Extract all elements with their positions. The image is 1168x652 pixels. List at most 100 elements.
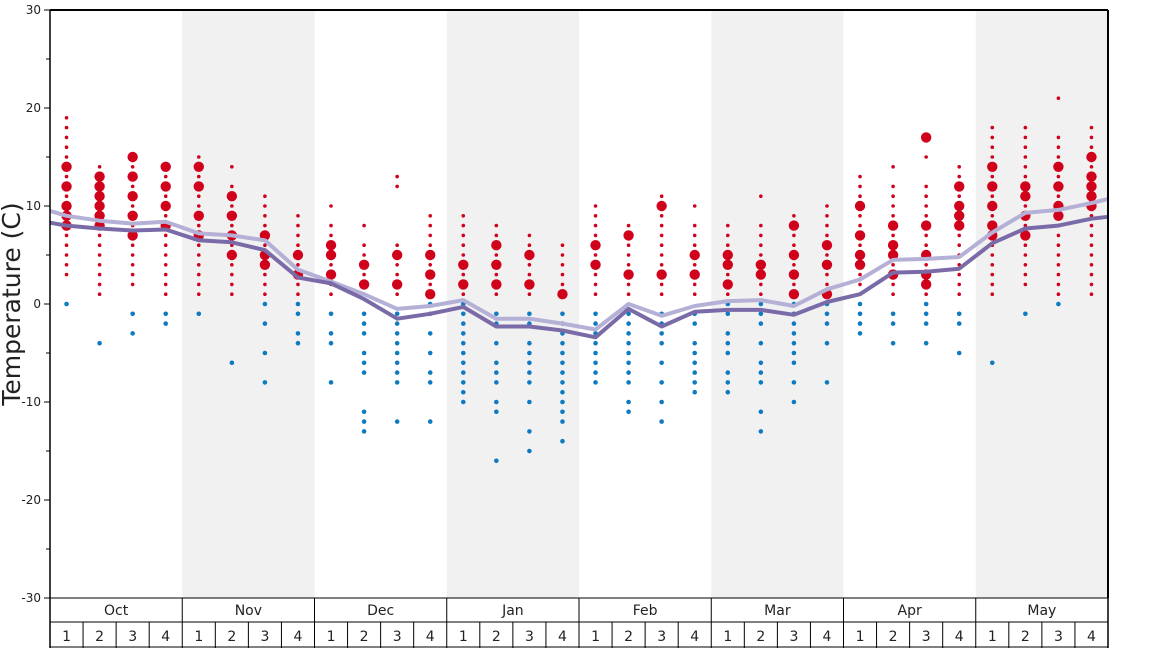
warm-point xyxy=(1053,161,1064,172)
warm-point xyxy=(858,214,862,218)
warm-point xyxy=(891,184,895,189)
cold-point xyxy=(460,399,466,405)
cold-point xyxy=(262,321,268,326)
warm-point xyxy=(1023,263,1028,267)
y-tick-label: 30 xyxy=(26,3,41,17)
week-label: 2 xyxy=(756,629,765,645)
warm-point xyxy=(395,263,399,267)
warm-point xyxy=(1056,263,1061,267)
warm-point xyxy=(193,210,204,221)
warm-point xyxy=(854,200,866,212)
warm-point xyxy=(196,204,201,208)
cold-point xyxy=(295,311,301,317)
cold-point xyxy=(394,419,400,424)
warm-point xyxy=(428,223,433,228)
cold-point xyxy=(692,360,698,366)
warm-point xyxy=(325,269,337,280)
warm-point xyxy=(196,263,201,267)
warm-point xyxy=(491,240,502,251)
cold-point xyxy=(560,340,565,346)
warm-point xyxy=(659,263,664,267)
warm-point xyxy=(494,292,499,297)
cold-point xyxy=(659,380,664,385)
warm-point xyxy=(725,243,730,247)
average-lines xyxy=(49,197,1109,340)
cold-point xyxy=(560,419,565,424)
warm-point xyxy=(1020,181,1031,192)
warm-point xyxy=(858,194,862,198)
warm-point xyxy=(64,194,69,198)
warm-point xyxy=(329,263,333,267)
warm-point xyxy=(458,259,469,270)
week-label: 2 xyxy=(492,629,501,645)
warm-point xyxy=(626,253,631,257)
warm-point xyxy=(593,204,598,208)
cold-point xyxy=(295,331,301,336)
warm-point xyxy=(524,249,535,261)
cold-point xyxy=(593,321,598,326)
warm-point xyxy=(722,279,733,290)
warm-point xyxy=(1056,96,1061,100)
cold-point xyxy=(659,340,664,346)
warm-point xyxy=(163,214,168,218)
warm-point xyxy=(957,272,962,277)
warm-point xyxy=(127,151,138,163)
warm-point xyxy=(163,282,168,287)
warm-point xyxy=(160,161,171,172)
cold-point xyxy=(460,370,466,375)
cold-point xyxy=(460,340,466,346)
week-label: 4 xyxy=(161,629,170,645)
week-label: 4 xyxy=(823,629,832,645)
warm-point xyxy=(163,243,168,247)
cold-point xyxy=(791,331,797,336)
cold-point xyxy=(626,311,631,317)
cold-point xyxy=(560,389,565,395)
warm-point xyxy=(887,249,899,261)
cold-point xyxy=(163,321,169,326)
cold-point xyxy=(361,350,367,356)
warm-point xyxy=(127,191,138,202)
warm-point xyxy=(692,282,697,287)
cold-point xyxy=(1056,301,1061,307)
warm-point xyxy=(130,204,135,208)
warm-point xyxy=(1023,174,1028,179)
cold-point xyxy=(956,350,962,356)
cold-point xyxy=(460,389,466,395)
cold-point xyxy=(791,380,797,385)
warm-point xyxy=(990,145,995,149)
warm-point xyxy=(64,174,69,179)
warm-point xyxy=(226,249,238,261)
cold-point xyxy=(758,340,764,346)
cold-point xyxy=(427,419,433,424)
warm-point xyxy=(329,292,333,297)
warm-point xyxy=(263,243,267,247)
warm-point xyxy=(196,243,201,247)
warm-point xyxy=(1056,194,1061,198)
warm-point xyxy=(296,243,300,247)
warm-point xyxy=(127,171,138,182)
warm-point xyxy=(656,200,667,212)
warm-point xyxy=(461,253,466,257)
warm-point xyxy=(160,181,171,192)
warm-point xyxy=(97,233,102,238)
warm-point xyxy=(825,272,829,277)
warm-point xyxy=(64,272,69,277)
week-label: 4 xyxy=(294,629,303,645)
warm-point xyxy=(226,191,238,202)
cold-point xyxy=(494,399,499,405)
warm-point xyxy=(461,243,466,247)
warm-point xyxy=(759,282,763,287)
warm-point xyxy=(759,223,763,228)
cold-point xyxy=(460,321,466,326)
cold-point xyxy=(758,360,764,366)
warm-point xyxy=(428,282,433,287)
warm-point xyxy=(659,194,664,198)
warm-point xyxy=(527,233,532,238)
warm-point xyxy=(461,233,466,238)
cold-point xyxy=(725,331,731,336)
cold-point xyxy=(791,321,797,326)
warm-point xyxy=(924,292,928,297)
warm-point xyxy=(623,230,634,241)
cold-point xyxy=(560,438,565,444)
x-axis: Oct 1 2 3 4 Nov 1 2 3 4 Dec 1 2 3 4 Jan 1 2 3 4 Feb 1 2 3 4 Mar 1 2… xyxy=(50,597,1109,648)
